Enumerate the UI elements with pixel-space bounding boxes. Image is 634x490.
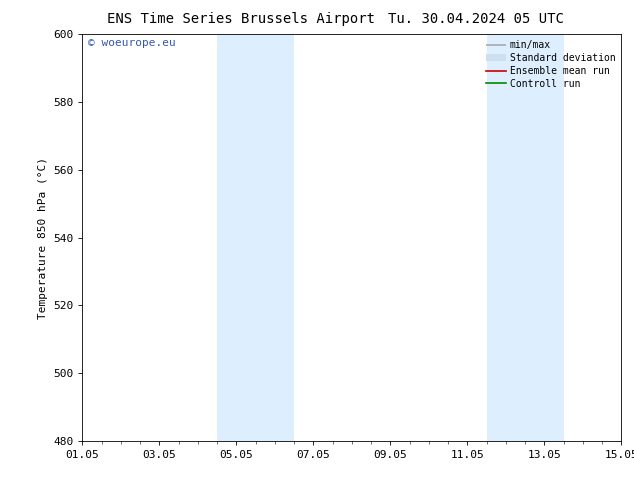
- Bar: [217, 34, 294, 441]
- Text: ENS Time Series Brussels Airport: ENS Time Series Brussels Airport: [107, 12, 375, 26]
- Text: Tu. 30.04.2024 05 UTC: Tu. 30.04.2024 05 UTC: [387, 12, 564, 26]
- Y-axis label: Temperature 850 hPa (°C): Temperature 850 hPa (°C): [37, 157, 48, 318]
- Legend: min/max, Standard deviation, Ensemble mean run, Controll run: min/max, Standard deviation, Ensemble me…: [482, 36, 619, 93]
- Text: © woeurope.eu: © woeurope.eu: [87, 38, 176, 49]
- Bar: [487, 34, 564, 441]
